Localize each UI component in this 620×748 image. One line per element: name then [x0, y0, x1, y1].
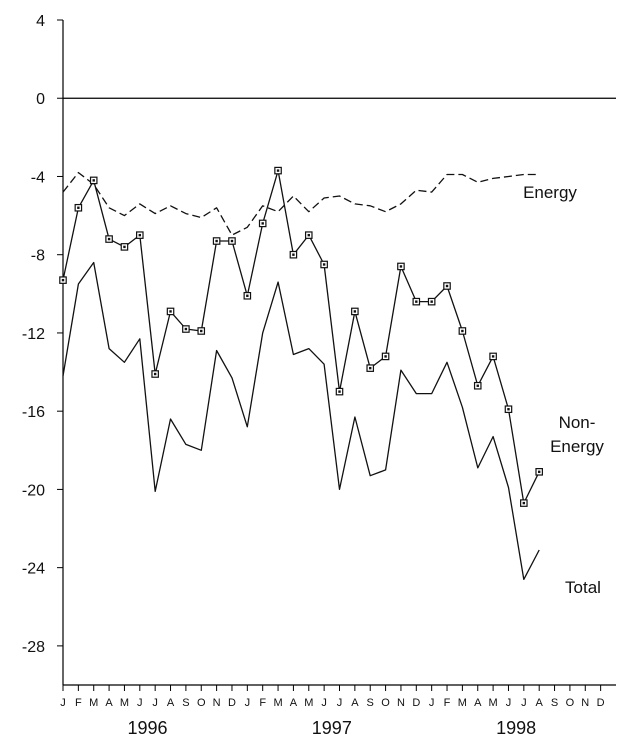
x-tick-label: O: [197, 697, 206, 709]
data-point-marker-dot: [430, 300, 433, 303]
y-tick-label: -16: [22, 404, 45, 421]
x-tick-label: A: [290, 697, 298, 709]
x-tick-label: J: [245, 697, 251, 709]
series-label: Energy: [523, 183, 577, 202]
data-point-marker-dot: [77, 206, 80, 209]
data-point-marker-dot: [138, 233, 142, 237]
x-tick-label: S: [551, 697, 558, 709]
year-label: 1998: [496, 718, 536, 738]
x-tick-label: A: [536, 697, 544, 709]
data-point-marker-dot: [276, 169, 280, 172]
x-tick-label: J: [337, 697, 343, 709]
data-point-marker-dot: [307, 233, 310, 237]
data-point-marker-dot: [107, 237, 111, 241]
data-point-marker-dot: [123, 245, 126, 249]
data-point-marker-dot: [369, 366, 372, 370]
series-line-total: [62, 261, 540, 581]
data-point-marker-dot: [322, 263, 326, 266]
x-tick-label: J: [506, 697, 512, 709]
x-tick-label: O: [381, 697, 390, 709]
x-tick-label: M: [89, 697, 98, 709]
x-tick-label: M: [458, 697, 467, 709]
x-tick-label: M: [489, 697, 498, 709]
x-tick-label: S: [182, 697, 189, 709]
x-tick-label: D: [228, 697, 236, 709]
year-label: 1996: [127, 718, 167, 738]
series-line-nonenergy: [62, 169, 540, 504]
y-tick-label: -20: [22, 482, 45, 499]
data-point-marker-dot: [153, 372, 157, 376]
data-point-marker-dot: [246, 294, 249, 297]
x-tick-label: A: [105, 697, 113, 709]
x-tick-label: N: [213, 697, 221, 709]
x-tick-label: N: [397, 697, 405, 709]
x-tick-label: D: [597, 697, 605, 709]
y-tick-label: -28: [22, 639, 45, 656]
x-tick-label: O: [566, 697, 575, 709]
x-tick-label: J: [321, 697, 327, 709]
x-tick-label: F: [75, 697, 82, 709]
plot-area: 40-4-8-12-16-20-24-28J F M A M J J A S O N D J F M A M J J…: [22, 13, 616, 738]
data-point-marker-dot: [215, 239, 218, 243]
y-tick-label: -24: [22, 561, 45, 578]
data-point-marker-dot: [491, 355, 495, 358]
data-point-marker-dot: [353, 310, 357, 313]
x-tick-label: J: [137, 697, 143, 709]
x-tick-label: A: [474, 697, 482, 709]
data-point-marker-dot: [230, 239, 234, 243]
y-tick-label: -12: [22, 326, 45, 343]
data-point-marker-dot: [61, 278, 65, 282]
x-tick-label: S: [367, 697, 374, 709]
x-tick-label: J: [152, 697, 158, 709]
data-point-marker-dot: [184, 327, 188, 331]
x-tick-label: F: [259, 697, 266, 709]
series-label: Non-: [559, 413, 596, 432]
data-point-marker-dot: [292, 253, 295, 256]
data-point-marker-dot: [261, 222, 264, 225]
x-tick-label: A: [167, 697, 175, 709]
series-label: Total: [565, 578, 601, 597]
series-line-energy: [62, 171, 540, 236]
y-tick-label: 4: [36, 13, 45, 30]
y-tick-label: -4: [31, 169, 45, 186]
data-point-marker-dot: [169, 310, 172, 313]
year-label: 1997: [312, 718, 352, 738]
data-point-marker-dot: [537, 470, 541, 474]
data-point-marker-dot: [200, 329, 203, 333]
x-tick-label: M: [120, 697, 129, 709]
x-tick-label: M: [273, 697, 282, 709]
data-point-marker-dot: [522, 501, 526, 505]
data-point-marker-dot: [399, 265, 403, 268]
x-tick-label: J: [521, 697, 527, 709]
x-tick-label: J: [429, 697, 435, 709]
y-tick-label: 0: [36, 91, 45, 108]
x-tick-label: N: [581, 697, 589, 709]
x-tick-label: M: [304, 697, 313, 709]
x-tick-label: F: [444, 697, 451, 709]
y-tick-label: -8: [31, 248, 45, 265]
data-point-marker-dot: [415, 300, 418, 303]
data-point-marker-dot: [476, 384, 479, 387]
x-tick-label: D: [412, 697, 420, 709]
data-point-marker-dot: [445, 284, 449, 288]
series-label: Energy: [550, 437, 604, 456]
data-point-marker-dot: [384, 355, 387, 358]
data-point-marker-dot: [507, 408, 510, 411]
data-point-marker-dot: [338, 390, 341, 393]
x-tick-label: A: [351, 697, 359, 709]
data-point-marker-dot: [92, 179, 95, 182]
x-tick-label: J: [60, 697, 66, 709]
data-point-marker-dot: [461, 329, 464, 333]
